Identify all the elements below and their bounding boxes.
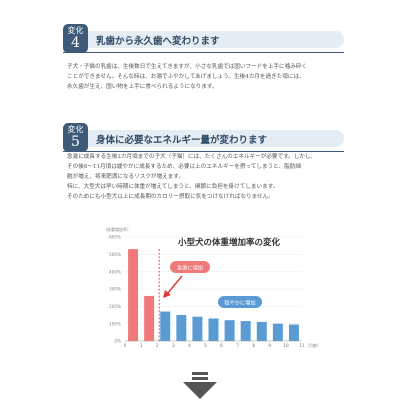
- body-line: 永久歯が生え、固い物を上手に食べられるようになります。: [67, 84, 218, 90]
- body-line: ことができません。そんな時は、お湯でふやかしてあげましょう。生後4カ月を過ぎた頃…: [67, 74, 305, 80]
- y-tick-label: 300%: [109, 287, 121, 292]
- y-tick-label: 600%: [109, 235, 121, 240]
- body-line: そのためにも小型犬以上に成長期のカロリー摂取に気をつけなければなりません。: [67, 194, 274, 200]
- x-tick-label-zero: 0: [124, 343, 127, 349]
- bar-month-5: [192, 316, 203, 341]
- body-line: 胞が増え、将来肥満になるリスクが増えます。: [67, 174, 184, 180]
- y-axis-label: （体重増加率）: [103, 226, 131, 232]
- bar-month-2: [144, 295, 155, 341]
- section-body: 子犬・子猫の乳歯は、生後数日で生えてきますが、小さな乳歯では固いフードを上手に噛…: [67, 62, 342, 92]
- annotation-gradual-text: 穏やかに増加: [224, 298, 255, 306]
- badge-label: 変化: [67, 125, 84, 134]
- y-tick-label: 100%: [109, 321, 121, 326]
- annotation-rapid-pill: [170, 261, 210, 273]
- down-arrow-icon: [181, 372, 219, 404]
- x-tick-label: 10: [283, 343, 289, 349]
- x-tick-label: 2: [156, 343, 159, 349]
- x-tick-label: 8: [252, 343, 255, 349]
- x-tick-label: 7: [236, 343, 239, 349]
- bar-month-6: [208, 318, 219, 341]
- y-tick-label: 400%: [109, 269, 121, 274]
- bar-month-9: [256, 321, 267, 341]
- x-tick-label: 11: [299, 343, 305, 349]
- x-tick-label: 4: [188, 343, 191, 349]
- heading-underline: [63, 52, 344, 53]
- change-badge-4: 変化 4: [63, 24, 88, 53]
- heading-underline: [63, 151, 344, 152]
- x-tick-label: 6: [220, 343, 223, 349]
- y-tick-label: 0%: [114, 339, 121, 344]
- heading-bar: [88, 130, 344, 147]
- bar-month-10: [272, 323, 283, 341]
- bar-month-7: [224, 320, 235, 341]
- x-tick-label: 5: [204, 343, 207, 349]
- section-heading: 乳歯から永久歯へ変わります: [96, 36, 220, 47]
- bar-month-3: [160, 311, 171, 341]
- section-body: 急激に成長する生後2カ月頃までの子犬（子猫）には、たくさんのエネルギーが必要です…: [67, 152, 342, 202]
- x-tick-label: 3: [172, 343, 175, 349]
- change-badge-5: 変化 5: [63, 123, 88, 152]
- badge-number: 5: [71, 134, 80, 150]
- bar-month-11: [288, 324, 299, 341]
- chart-title: 小型犬の体重増加率の変化: [177, 237, 281, 248]
- body-line: 急激に成長する生後2カ月頃までの子犬（子猫）には、たくさんのエネルギーが必要です…: [67, 154, 317, 160]
- annotation-gradual-pill: [218, 296, 262, 308]
- badge-label: 変化: [67, 26, 84, 35]
- bar-month-1: [128, 249, 139, 341]
- annotation-rapid-text: 急激に増加: [177, 263, 203, 271]
- bar-month-4: [176, 315, 187, 341]
- body-line: その後8～11月頃は緩やかに成長するため、必要以上のエネルギーを摂ってしまうと、…: [67, 164, 301, 170]
- section-heading: 身体に必要なエネルギー量が変わります: [96, 135, 268, 146]
- x-axis-label: （月齢）: [305, 342, 321, 348]
- heading-bar: [88, 31, 344, 48]
- y-tick-label: 200%: [109, 304, 121, 309]
- annotation-arrowhead: [163, 290, 171, 298]
- body-line: 特に、大型犬は早い時期に体重が増えてしまうと、関節に負担を掛けてしまいます。: [67, 184, 279, 190]
- y-tick-label: 500%: [109, 252, 121, 257]
- body-line: 子犬・子猫の乳歯は、生後数日で生えてきますが、小さな乳歯では固いフードを上手に噛…: [67, 64, 307, 70]
- annotation-arrow: [166, 275, 183, 295]
- x-tick-label: 1: [140, 343, 143, 349]
- bar-month-8: [240, 321, 251, 341]
- badge-number: 4: [71, 35, 80, 51]
- x-tick-label: 9: [268, 343, 271, 349]
